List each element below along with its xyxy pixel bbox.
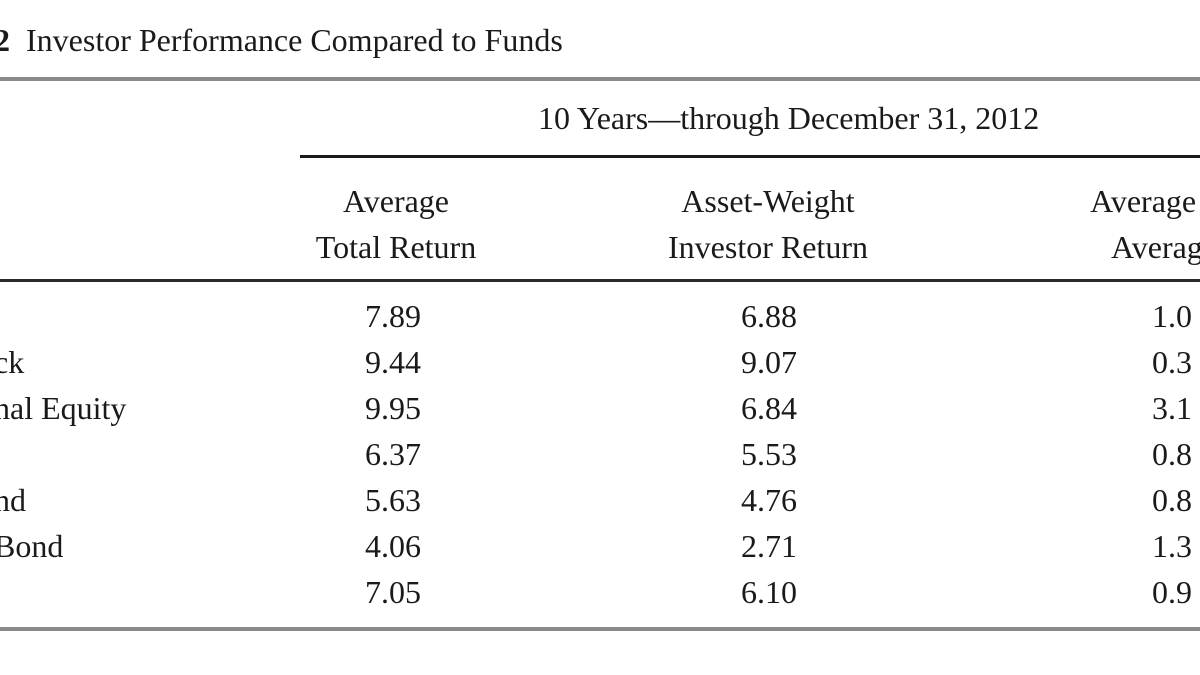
table-cell: 9.07 <box>741 344 797 380</box>
table-title: 2 Investor Performance Compared to Funds <box>0 20 563 60</box>
column-header-asset-weight-investor-return: Asset-Weight Investor Return <box>640 178 896 270</box>
row-label: Bond <box>0 528 64 564</box>
table-cell: 2.71 <box>741 528 797 564</box>
table-cell: 0.8 <box>1152 436 1192 472</box>
table-cell: 0.8 <box>1152 482 1192 518</box>
table-title-text: Investor Performance Compared to Funds <box>26 22 563 58</box>
table-cell: 1.3 <box>1152 528 1192 564</box>
row-label: nd <box>0 482 26 518</box>
table-cell: 5.63 <box>365 482 421 518</box>
column-header-line: Investor Return <box>668 229 868 265</box>
table-cell: 6.37 <box>365 436 421 472</box>
row-label: ck <box>0 344 25 380</box>
column-header-line: Average <box>1111 229 1200 265</box>
table-cell: 1.0 <box>1152 298 1192 334</box>
top-rule <box>0 77 1200 81</box>
group-header: 10 Years—through December 31, 2012 <box>538 100 1040 136</box>
table-cell: 7.05 <box>365 574 421 610</box>
table-cell: 9.44 <box>365 344 421 380</box>
column-header-line: Asset-Weight <box>681 183 855 219</box>
column-header-line: Total Return <box>315 229 477 265</box>
column-header-average-fund: Average Fu Average <box>1034 178 1200 270</box>
row-label: nal Equity <box>0 390 127 426</box>
bottom-rule <box>0 627 1200 631</box>
table-cell: 6.88 <box>741 298 797 334</box>
table-cell: 0.9 <box>1152 574 1192 610</box>
table-cell: 4.06 <box>365 528 421 564</box>
column-header-average-total-return: Average Total Return <box>296 178 496 270</box>
table-cell: 6.84 <box>741 390 797 426</box>
table-cell: 3.1 <box>1152 390 1192 426</box>
table-cell: 5.53 <box>741 436 797 472</box>
table-cell: 6.10 <box>741 574 797 610</box>
table-cell: 9.95 <box>365 390 421 426</box>
group-header-rule <box>300 155 1200 158</box>
table-cell: 0.3 <box>1152 344 1192 380</box>
table-cell: 4.76 <box>741 482 797 518</box>
column-header-line: Average <box>343 183 449 219</box>
header-rule <box>0 279 1200 282</box>
column-header-line: Average Fu <box>1090 183 1200 219</box>
table-number: 2 <box>0 22 10 58</box>
table-cell: 7.89 <box>365 298 421 334</box>
